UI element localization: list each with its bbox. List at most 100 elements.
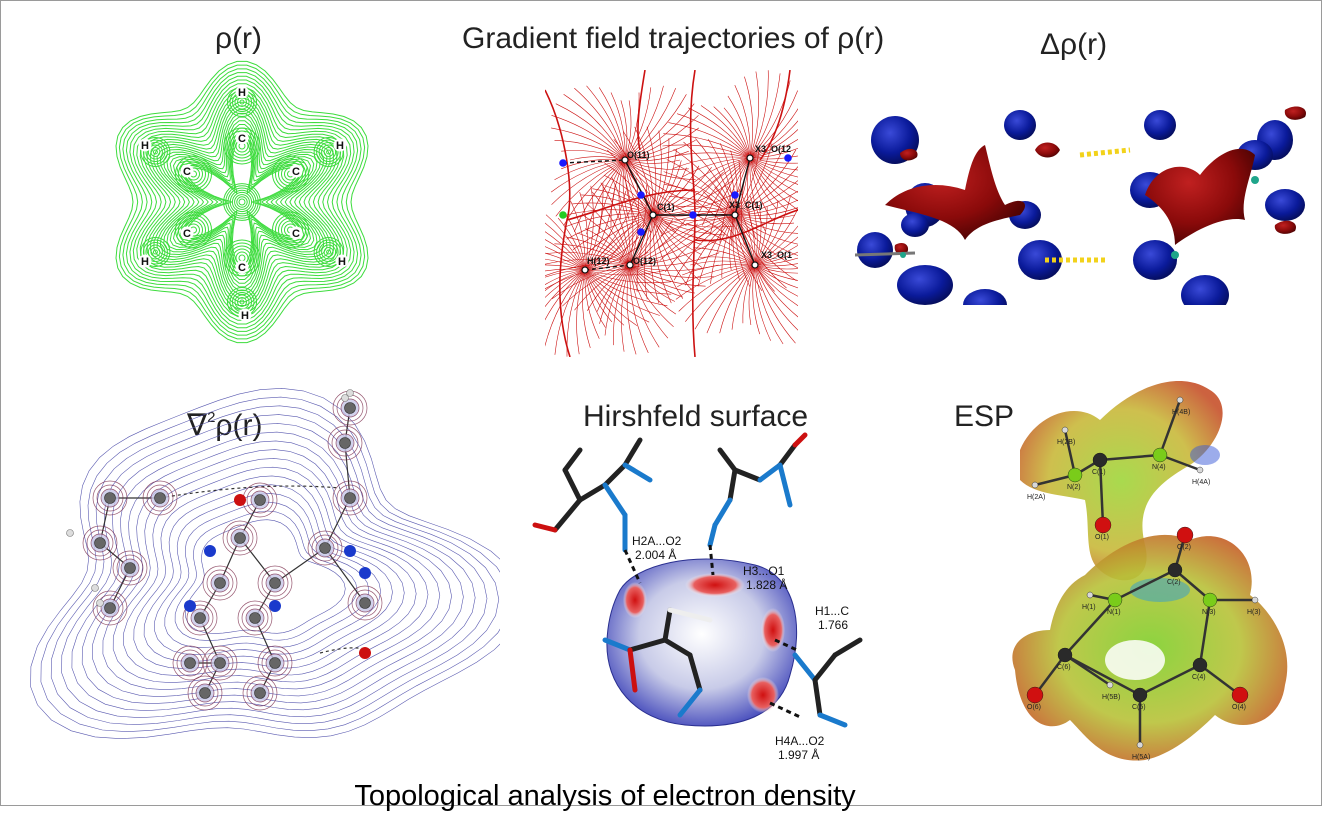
positive-density-lobe (900, 148, 918, 161)
atom (257, 645, 293, 681)
stick-bond (662, 637, 693, 658)
heteroatom (234, 494, 246, 506)
svg-text:H: H (338, 256, 346, 268)
atom-label: X3_O(1 (761, 250, 792, 260)
atom (112, 550, 148, 586)
atom (1067, 467, 1083, 483)
atom-label: O(12) (633, 256, 656, 266)
hirshfeld-plot: H2A...O22.004 Å H3...O11.828 Å H1...C1.766… (532, 432, 863, 760)
stick-bond (622, 437, 643, 468)
atom-label: H(3) (1247, 609, 1261, 616)
atom (202, 645, 238, 681)
atom-label: O(1) (1095, 534, 1109, 541)
negative-density-lobe (1144, 110, 1176, 140)
heteroatom (184, 600, 196, 612)
atom (222, 520, 258, 556)
atom (1231, 686, 1249, 704)
atom (1094, 516, 1112, 534)
atom-label: N(1) (1107, 609, 1121, 616)
atom (1176, 396, 1184, 404)
atom-label: C(6) (1057, 664, 1071, 671)
stick-bond (732, 467, 763, 483)
heteroatom (204, 545, 216, 557)
gradient-field-plot: O(11) X3_O(12 C(1) X3_C(1) H(12) O(12) X3_O(1 (545, 70, 798, 357)
stick-bond (602, 482, 628, 518)
stick-bond (832, 637, 863, 658)
stick-bond (777, 462, 793, 508)
bond-critical-point (637, 191, 645, 199)
atom (182, 600, 218, 636)
atom-label: C(2) (1167, 579, 1181, 586)
negative-density-lobe (1265, 189, 1305, 221)
atom-label: H(4B) (1172, 409, 1190, 416)
atom (202, 565, 238, 601)
hydrogen-atom-label: H (235, 85, 249, 99)
contact-label: H1...C (815, 604, 849, 618)
nucleus-marker (621, 156, 629, 164)
stick-bond (532, 522, 558, 533)
bond-critical-point (784, 154, 792, 162)
hydrogen-atom-label: H (335, 254, 349, 268)
heteroatom (359, 647, 371, 659)
atom (307, 530, 343, 566)
atom (257, 565, 293, 601)
nucleus-marker (751, 261, 759, 269)
figure-frame (0, 0, 1322, 806)
stick-bond (577, 482, 608, 503)
bond-critical-point (559, 159, 567, 167)
atom (1152, 447, 1168, 463)
nucleus-marker (731, 211, 739, 219)
atom-label: H(12) (587, 256, 610, 266)
negative-density-lobe (963, 289, 1007, 305)
contact-label: H3...O1 (743, 564, 785, 578)
atom-label: X3_C(1) (729, 200, 763, 210)
atom (1092, 452, 1108, 468)
stick-bond (727, 467, 738, 503)
svg-text:H: H (336, 140, 344, 152)
svg-text:C: C (292, 166, 300, 178)
atom-label: H(1) (1082, 604, 1096, 611)
negative-density-lobe (1133, 240, 1177, 280)
carbon-atom-label: C (289, 164, 303, 178)
nucleus-marker (581, 266, 589, 274)
contact-distance: 1.997 Å (778, 747, 819, 760)
atom-label: H(2A) (1027, 494, 1045, 501)
stick-bond (602, 637, 633, 653)
contact-label: H4A...O2 (775, 734, 825, 748)
contact-distance: 1.766 (818, 618, 848, 632)
atom-label: N(4) (1152, 464, 1166, 471)
nucleus-marker (746, 154, 754, 162)
atom (1167, 562, 1183, 578)
svg-text:C: C (238, 262, 246, 274)
atom-label: N(3) (1202, 609, 1216, 616)
contact-distance: 2.004 Å (635, 547, 676, 562)
figure-caption: Topological analysis of electron density (354, 780, 856, 812)
deformation-density-plot (855, 106, 1306, 305)
atom (92, 480, 128, 516)
atom-label: H(4A) (1192, 479, 1210, 486)
atom (1136, 741, 1144, 749)
esp-title: ESP (954, 400, 1015, 433)
atom (237, 600, 273, 636)
atom-label: O(6) (1027, 704, 1041, 711)
atom (332, 480, 368, 516)
heteroatom (344, 545, 356, 557)
stick-bond (677, 687, 703, 718)
atom (1192, 657, 1208, 673)
carbon-atom-label: C (180, 226, 194, 240)
stick-bond (717, 447, 738, 473)
atom (1132, 687, 1148, 703)
atom (1057, 647, 1073, 663)
stick-bond (777, 442, 798, 468)
stick-bond (602, 462, 628, 488)
atom (1026, 686, 1044, 704)
atom (1202, 592, 1218, 608)
bond-critical-point (731, 191, 739, 199)
svg-text:H: H (141, 256, 149, 268)
atom-label: X3_O(12 (755, 144, 791, 154)
carbon-atom-label: C (180, 164, 194, 178)
svg-text:C: C (292, 228, 300, 240)
stick-bond (622, 462, 653, 483)
atom (327, 425, 363, 461)
negative-density-lobe (897, 265, 953, 305)
